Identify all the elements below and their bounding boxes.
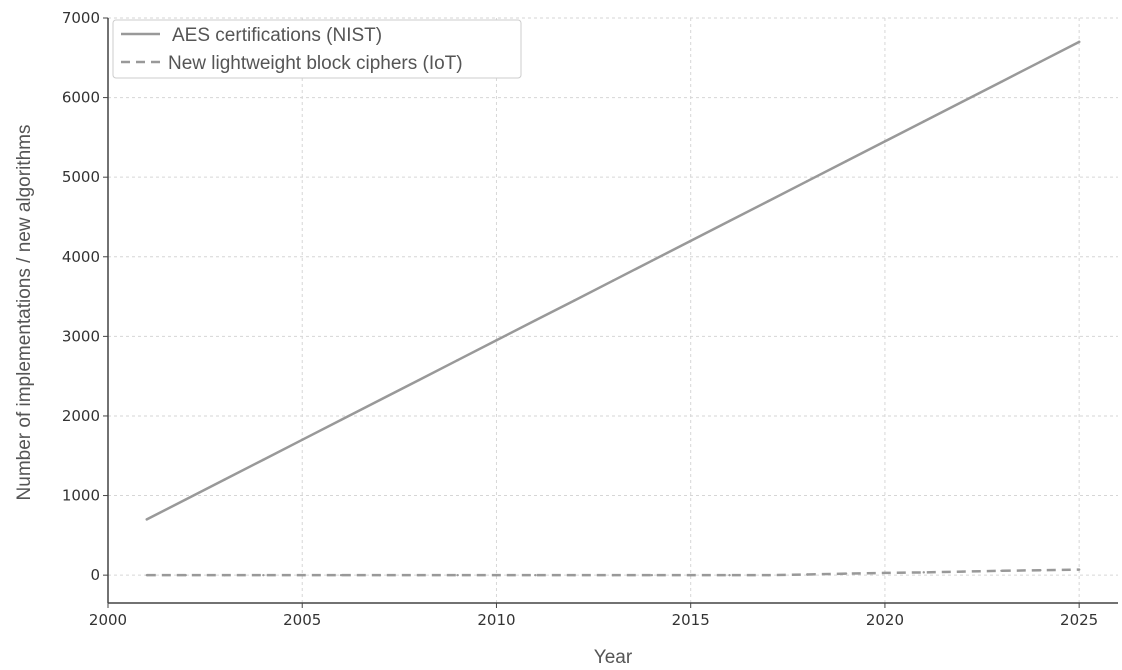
series-0-point-2018: [806, 179, 809, 183]
series-0-point-2010: [495, 339, 498, 342]
series-0-point-2013: [611, 279, 615, 282]
series-1-point-2001: [145, 573, 149, 577]
series-0-point-2025: [1077, 40, 1081, 44]
series-0-point-2011: [534, 319, 537, 322]
series-layer: [145, 40, 1081, 577]
x-axis-label: Year: [594, 647, 633, 668]
series-0-point-2024: [1039, 60, 1042, 63]
y-tick-label-6000: 6000: [62, 89, 100, 107]
x-tick-label-2025: 2025: [1060, 611, 1098, 629]
legend: AES certifications (NIST) New lightweigh…: [112, 19, 522, 79]
y-tick-label-3000: 3000: [62, 327, 100, 345]
series-0-point-2006: [339, 418, 343, 422]
series-1-point-2016: [728, 573, 731, 577]
series-0-point-2005: [301, 438, 304, 442]
series-1-point-2011: [534, 573, 537, 577]
series-1-point-2021: [922, 571, 925, 574]
series-0-point-2003: [223, 478, 226, 481]
series-1-point-2007: [378, 573, 382, 577]
series-1-point-2012: [572, 573, 576, 577]
series-1-point-2025: [1077, 568, 1081, 571]
series-0-point-2016: [728, 219, 731, 223]
tick-labels: 2000 2005 2010 2015 2020 2025 0 1000 2000 3000 400…: [62, 9, 1098, 629]
axes: [107, 18, 1118, 604]
y-tick-label-7000: 7000: [62, 9, 100, 27]
series-0-point-2023: [1000, 80, 1003, 83]
series-0-point-2009: [456, 359, 459, 362]
series-1-point-2009: [456, 573, 459, 577]
series-0-point-2012: [572, 299, 576, 302]
series-1-point-2019: [844, 572, 848, 575]
series-0-point-2021: [922, 120, 925, 123]
series-1-point-2002: [184, 573, 187, 577]
x-tick-label-2000: 2000: [89, 611, 127, 629]
x-tick-label-2010: 2010: [477, 611, 515, 629]
series-1-point-2017: [767, 573, 770, 577]
y-tick-label-0: 0: [90, 566, 100, 584]
series-1-point-2005: [301, 573, 304, 577]
legend-label-lightweight: New lightweight block ciphers (IoT): [168, 53, 463, 74]
series-1-point-2010: [495, 573, 498, 577]
series-0-point-2007: [378, 398, 382, 402]
y-tick-label-5000: 5000: [62, 168, 100, 186]
series-0-point-2022: [961, 100, 964, 103]
x-tick-label-2015: 2015: [672, 611, 710, 629]
series-1-point-2018: [806, 573, 809, 576]
y-tick-label-2000: 2000: [62, 407, 100, 425]
series-1-point-2015: [689, 573, 692, 577]
series-1-point-2003: [223, 573, 226, 577]
y-tick-label-4000: 4000: [62, 248, 100, 266]
series-0-point-2002: [184, 498, 187, 501]
x-tick-label-2005: 2005: [283, 611, 321, 629]
y-tick-label-1000: 1000: [62, 487, 100, 505]
x-tick-label-2020: 2020: [866, 611, 904, 629]
series-0-point-2019: [844, 160, 848, 163]
legend-box: [112, 19, 522, 79]
series-0-point-2020: [883, 140, 887, 143]
series-0-point-2017: [767, 199, 770, 203]
series-1-point-2023: [1000, 569, 1003, 572]
series-1-point-2020: [883, 571, 887, 575]
series-0-point-2008: [417, 378, 420, 382]
series-0-point-2001: [145, 518, 149, 521]
series-1-point-2004: [262, 573, 265, 577]
series-1-point-2024: [1039, 569, 1042, 572]
series-1-point-2013: [611, 573, 615, 577]
y-axis-label: Number of implementations / new algorith…: [14, 125, 35, 501]
series-1-point-2014: [650, 573, 654, 577]
grid: [107, 17, 1118, 603]
series-0-point-2015: [689, 239, 692, 243]
series-1-point-2022: [961, 570, 964, 573]
series-1-point-2006: [339, 573, 343, 577]
legend-label-aes: AES certifications (NIST): [172, 25, 382, 46]
series-1-point-2008: [417, 573, 420, 577]
series-0-point-2014: [650, 259, 654, 262]
series-0-point-2004: [262, 458, 265, 461]
